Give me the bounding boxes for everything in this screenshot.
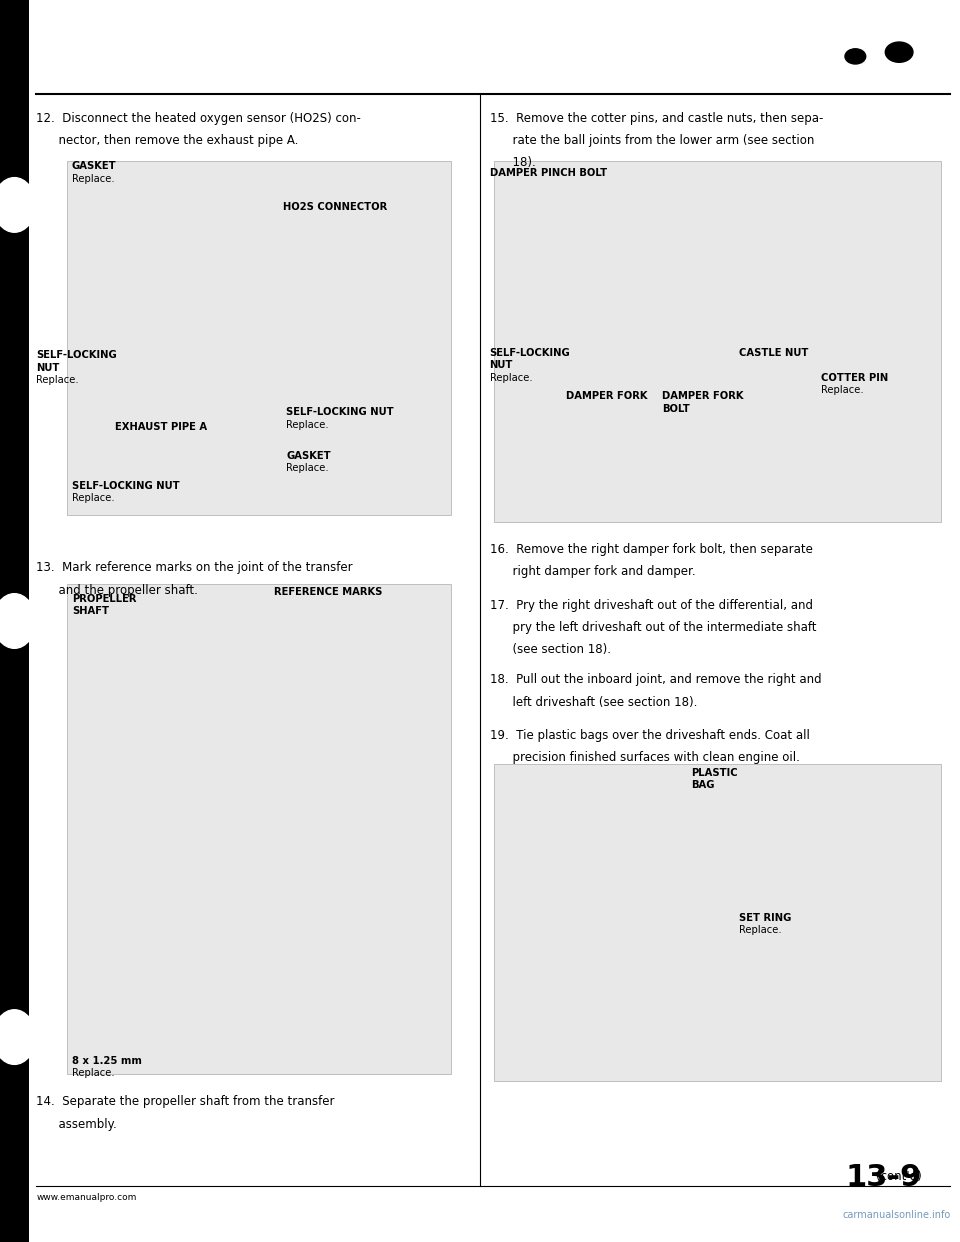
Text: (cont'd): (cont'd) xyxy=(876,1170,922,1182)
Text: EXHAUST PIPE A: EXHAUST PIPE A xyxy=(115,422,207,432)
Text: DAMPER FORK: DAMPER FORK xyxy=(566,391,648,401)
Text: Replace.: Replace. xyxy=(72,493,114,503)
Text: right damper fork and damper.: right damper fork and damper. xyxy=(490,565,695,578)
Text: Replace.: Replace. xyxy=(286,420,328,430)
Text: BAG: BAG xyxy=(691,780,714,790)
Circle shape xyxy=(879,72,897,84)
Text: COTTER PIN: COTTER PIN xyxy=(821,373,888,383)
Text: Replace.: Replace. xyxy=(36,375,79,385)
Circle shape xyxy=(0,594,36,648)
Bar xyxy=(67,161,451,515)
Text: SELF-LOCKING: SELF-LOCKING xyxy=(36,350,117,360)
Circle shape xyxy=(845,48,866,65)
Text: pry the left driveshaft out of the intermediate shaft: pry the left driveshaft out of the inter… xyxy=(490,621,816,633)
Text: 18).: 18). xyxy=(490,156,536,169)
Circle shape xyxy=(876,51,890,62)
Text: NUT: NUT xyxy=(36,363,60,373)
Text: left driveshaft (see section 18).: left driveshaft (see section 18). xyxy=(490,696,697,708)
Circle shape xyxy=(902,72,920,84)
Text: (see section 18).: (see section 18). xyxy=(490,643,611,656)
Text: BOLT: BOLT xyxy=(662,404,690,414)
Circle shape xyxy=(848,71,863,82)
Circle shape xyxy=(867,65,882,76)
Circle shape xyxy=(821,51,835,62)
Text: Replace.: Replace. xyxy=(72,174,114,184)
Bar xyxy=(67,584,451,1074)
Circle shape xyxy=(885,42,913,62)
Circle shape xyxy=(921,30,938,42)
Text: NUT: NUT xyxy=(490,360,513,370)
Text: 17.  Pry the right driveshaft out of the differential, and: 17. Pry the right driveshaft out of the … xyxy=(490,599,812,611)
Text: 13-9: 13-9 xyxy=(845,1164,922,1192)
Circle shape xyxy=(928,46,946,58)
Text: rate the ball joints from the lower arm (see section: rate the ball joints from the lower arm … xyxy=(490,134,814,147)
Circle shape xyxy=(867,36,882,47)
Circle shape xyxy=(0,1010,36,1064)
Text: SHAFT: SHAFT xyxy=(72,606,109,616)
Circle shape xyxy=(860,62,877,75)
Circle shape xyxy=(848,31,863,42)
Text: assembly.: assembly. xyxy=(36,1118,117,1130)
Text: nector, then remove the exhaust pipe A.: nector, then remove the exhaust pipe A. xyxy=(36,134,299,147)
Circle shape xyxy=(902,20,920,32)
Bar xyxy=(494,161,941,522)
Text: carmanualsonline.info: carmanualsonline.info xyxy=(842,1210,950,1220)
Text: REFERENCE MARKS: REFERENCE MARKS xyxy=(274,587,382,597)
Text: 8 x 1.25 mm: 8 x 1.25 mm xyxy=(72,1056,142,1066)
Text: precision finished surfaces with clean engine oil.: precision finished surfaces with clean e… xyxy=(490,751,800,764)
Text: PROPELLER: PROPELLER xyxy=(72,594,136,604)
Circle shape xyxy=(867,29,931,76)
Text: 16.  Remove the right damper fork bolt, then separate: 16. Remove the right damper fork bolt, t… xyxy=(490,543,812,555)
Text: Replace.: Replace. xyxy=(821,385,863,395)
Text: HO2S CONNECTOR: HO2S CONNECTOR xyxy=(283,202,388,212)
Text: 14.  Separate the propeller shaft from the transfer: 14. Separate the propeller shaft from th… xyxy=(36,1095,335,1108)
Text: Replace.: Replace. xyxy=(72,1068,114,1078)
Text: PLASTIC: PLASTIC xyxy=(691,768,738,777)
Text: 13.  Mark reference marks on the joint of the transfer: 13. Mark reference marks on the joint of… xyxy=(36,561,353,574)
Circle shape xyxy=(860,30,877,42)
Text: GASKET: GASKET xyxy=(286,451,330,461)
Text: SELF-LOCKING NUT: SELF-LOCKING NUT xyxy=(72,481,180,491)
Text: Replace.: Replace. xyxy=(490,373,532,383)
Text: Replace.: Replace. xyxy=(739,925,781,935)
Text: DAMPER FORK: DAMPER FORK xyxy=(662,391,744,401)
Text: www.emanualpro.com: www.emanualpro.com xyxy=(36,1194,137,1202)
Text: 12.  Disconnect the heated oxygen sensor (HO2S) con-: 12. Disconnect the heated oxygen sensor … xyxy=(36,112,361,124)
Bar xyxy=(494,764,941,1081)
Text: 19.  Tie plastic bags over the driveshaft ends. Coat all: 19. Tie plastic bags over the driveshaft… xyxy=(490,729,809,741)
Circle shape xyxy=(921,62,938,75)
Circle shape xyxy=(0,178,36,232)
Bar xyxy=(0,0,29,1242)
Text: 15.  Remove the cotter pins, and castle nuts, then sepa-: 15. Remove the cotter pins, and castle n… xyxy=(490,112,823,124)
Circle shape xyxy=(853,46,871,58)
Text: DAMPER PINCH BOLT: DAMPER PINCH BOLT xyxy=(490,168,607,178)
Text: 18.  Pull out the inboard joint, and remove the right and: 18. Pull out the inboard joint, and remo… xyxy=(490,673,821,686)
Text: SELF-LOCKING: SELF-LOCKING xyxy=(490,348,570,358)
Text: SET RING: SET RING xyxy=(739,913,792,923)
Text: Replace.: Replace. xyxy=(286,463,328,473)
Text: CASTLE NUT: CASTLE NUT xyxy=(739,348,808,358)
Text: GASKET: GASKET xyxy=(72,161,116,171)
Circle shape xyxy=(828,65,844,76)
Text: SELF-LOCKING NUT: SELF-LOCKING NUT xyxy=(286,407,394,417)
Circle shape xyxy=(828,36,844,47)
Text: and the propeller shaft.: and the propeller shaft. xyxy=(36,584,199,596)
Circle shape xyxy=(879,20,897,32)
Circle shape xyxy=(832,40,878,73)
